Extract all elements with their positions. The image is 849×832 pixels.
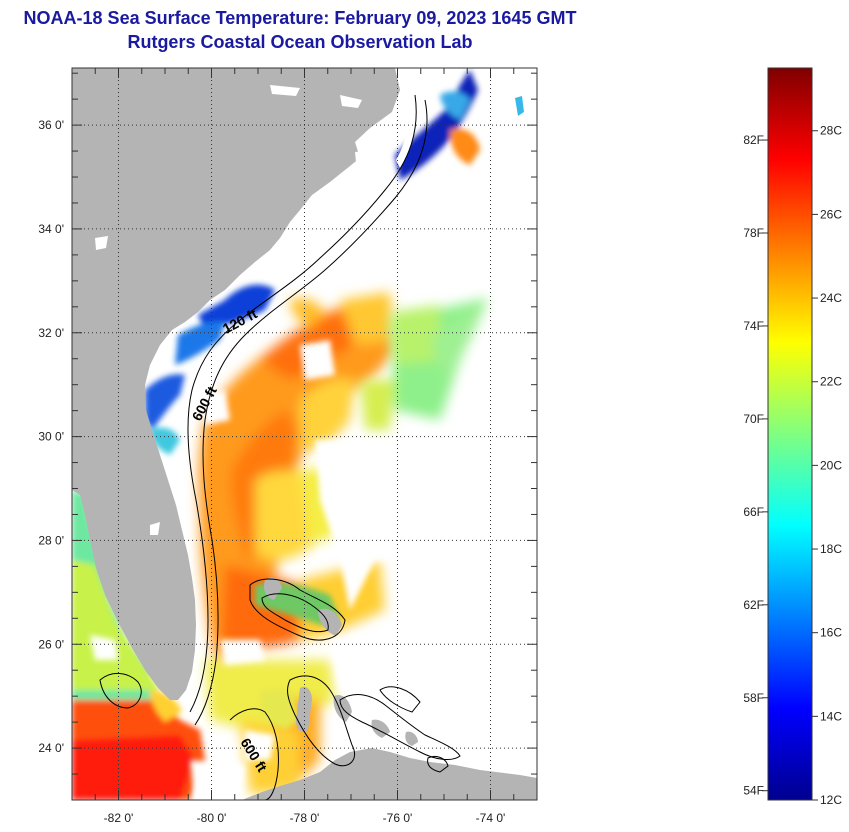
colorbar-f-label: 54F [743,784,764,798]
depth-contours [99,94,461,800]
colorbar-c-label: 20C [820,458,842,472]
colorbar-c-label: 14C [820,709,842,723]
lat-label: 36 0' [38,118,64,132]
colorbar-c-label: 12C [820,793,842,807]
colorbar-c-label: 18C [820,542,842,556]
lat-label: 30 0' [38,430,64,444]
colorbar-f-label: 58F [743,691,764,705]
colorbar-c-label: 16C [820,626,842,640]
map-title: NOAA-18 Sea Surface Temperature: Februar… [23,8,577,28]
colorbar-c-label: 26C [820,207,842,221]
lakes [95,85,372,535]
land-mainland [72,68,400,700]
lat-label: 34 0' [38,222,64,236]
longitude-axis: -82 0' -80 0' -78 0' -76 0' -74 0' [71,68,538,825]
colorbar-f-label: 62F [743,598,764,612]
colorbar-f-label: 66F [743,505,764,519]
colorbar-f-label: 70F [743,412,764,426]
lon-label: -74 0' [476,811,506,825]
lat-label: 32 0' [38,326,64,340]
colorbar-fahrenheit-labels: 82F 78F 74F 70F 66F 62F 58F 54F [743,133,768,798]
colorbar-gradient [767,67,813,801]
colorbar-celsius-labels: 28C 26C 24C 22C 20C 18C 16C 14C 12C [812,124,842,807]
graticule [72,68,537,800]
lon-label: -82 0' [104,811,134,825]
land-cuba [242,748,537,800]
colorbar-f-label: 74F [743,319,764,333]
colorbar-f-label: 78F [743,226,764,240]
lon-label: -80 0' [197,811,227,825]
latitude-axis: 36 0' 34 0' 32 0' 30 0' 28 0' 26 0' 24 0' [38,72,537,801]
colorbar-f-label: 82F [743,133,764,147]
colorbar-c-label: 22C [820,375,842,389]
colorbar-c-label: 24C [820,291,842,305]
lat-label: 28 0' [38,533,64,547]
lon-label: -78 0' [290,811,320,825]
colorbar-c-label: 28C [820,124,842,138]
lat-label: 24 0' [38,741,64,755]
lat-label: 26 0' [38,637,64,651]
map-subtitle: Rutgers Coastal Ocean Observation Lab [127,32,473,52]
sst-field: 120 ft 600 ft 600 ft [72,68,537,800]
lon-label: -76 0' [383,811,413,825]
